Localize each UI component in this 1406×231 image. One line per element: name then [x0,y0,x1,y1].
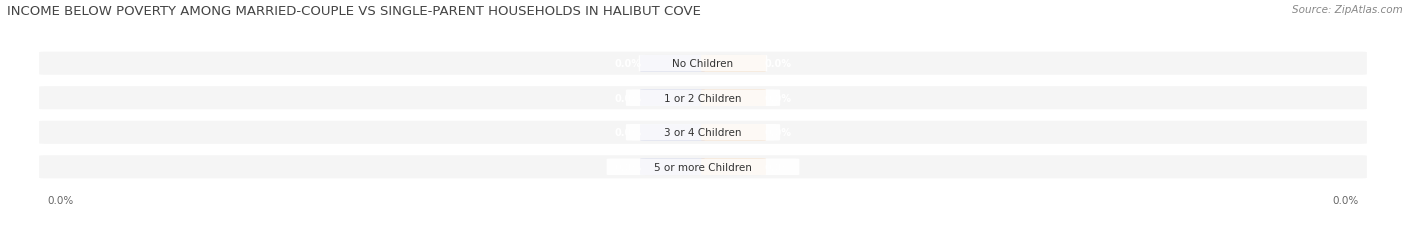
Text: 0.0%: 0.0% [763,93,792,103]
Text: 3 or 4 Children: 3 or 4 Children [664,128,742,138]
FancyBboxPatch shape [606,159,800,175]
FancyBboxPatch shape [626,90,780,106]
Text: 0.0%: 0.0% [763,162,792,172]
Text: 0.0%: 0.0% [614,128,643,138]
Text: 1 or 2 Children: 1 or 2 Children [664,93,742,103]
FancyBboxPatch shape [702,90,766,106]
FancyBboxPatch shape [702,125,766,141]
FancyBboxPatch shape [640,125,704,141]
FancyBboxPatch shape [638,56,768,72]
Text: 0.0%: 0.0% [763,59,792,69]
Text: Source: ZipAtlas.com: Source: ZipAtlas.com [1292,5,1403,15]
FancyBboxPatch shape [640,56,704,72]
Text: 0.0%: 0.0% [614,93,643,103]
FancyBboxPatch shape [38,51,1368,77]
Text: 0.0%: 0.0% [614,162,643,172]
Text: 0.0%: 0.0% [763,128,792,138]
Text: INCOME BELOW POVERTY AMONG MARRIED-COUPLE VS SINGLE-PARENT HOUSEHOLDS IN HALIBUT: INCOME BELOW POVERTY AMONG MARRIED-COUPL… [7,5,702,18]
Text: 5 or more Children: 5 or more Children [654,162,752,172]
Text: No Children: No Children [672,59,734,69]
FancyBboxPatch shape [702,56,766,72]
FancyBboxPatch shape [626,125,780,141]
Text: 0.0%: 0.0% [614,59,643,69]
FancyBboxPatch shape [640,90,704,106]
FancyBboxPatch shape [38,85,1368,111]
FancyBboxPatch shape [702,159,766,175]
FancyBboxPatch shape [38,154,1368,180]
FancyBboxPatch shape [640,159,704,175]
FancyBboxPatch shape [38,120,1368,146]
